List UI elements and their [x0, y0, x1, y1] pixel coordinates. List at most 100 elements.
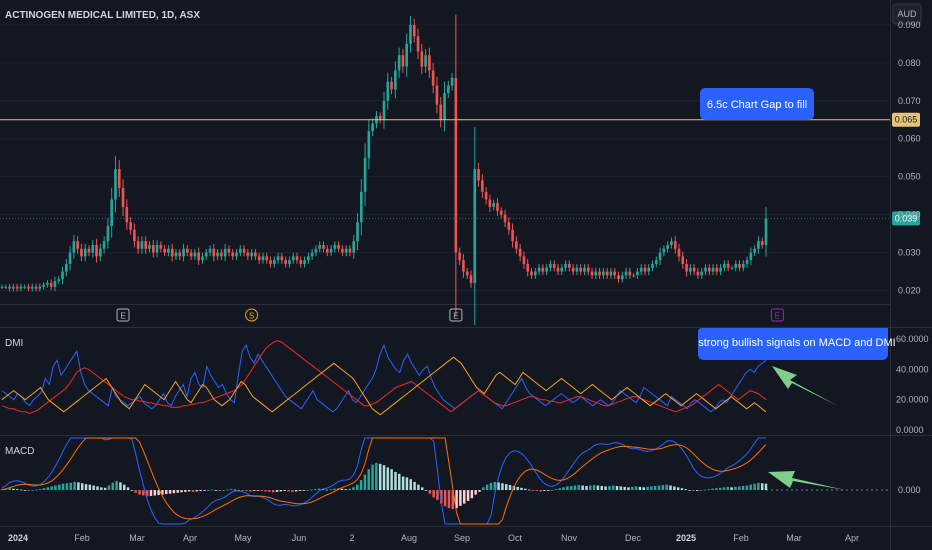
candle-body — [685, 263, 688, 272]
currency-button-label: AUD — [897, 9, 917, 19]
macd-histogram-bar — [730, 487, 733, 491]
macd-histogram-bar — [657, 485, 661, 491]
macd-histogram-bar — [524, 488, 527, 491]
macd-histogram-bar — [715, 488, 718, 491]
macd-histogram-bar — [443, 490, 447, 507]
candle-body — [462, 260, 465, 272]
macd-pane-label[interactable]: MACD — [5, 446, 34, 457]
split-event-icon[interactable] — [245, 308, 259, 322]
candle-body — [261, 256, 265, 261]
candle-body — [325, 248, 329, 253]
candle-body — [186, 248, 189, 253]
macd-histogram-bar — [283, 490, 286, 491]
candle-body — [416, 36, 420, 52]
event-letter: E — [453, 312, 458, 321]
earnings-event-icon[interactable] — [449, 308, 463, 322]
candle-body — [148, 244, 151, 249]
macd-histogram-bar — [508, 485, 512, 491]
macd-histogram-bar — [749, 484, 752, 491]
candle-body — [552, 263, 556, 268]
macd-histogram-bar — [482, 487, 485, 491]
time-tick-label: 2025 — [676, 533, 696, 543]
macd-histogram-bar — [589, 485, 592, 491]
annotation-bullish-signals[interactable]: strong bullish signals on MACD and DMI — [698, 328, 896, 360]
arrow-pointing-dmi[interactable] — [772, 366, 838, 406]
macd-histogram-bar — [489, 482, 493, 491]
candle-body — [390, 81, 393, 90]
macd-histogram-bar — [581, 485, 584, 491]
candle-body — [723, 263, 726, 268]
candle-body — [636, 271, 639, 276]
annotation-chart-gap[interactable]: 6.5c Chart Gap to fill — [700, 88, 814, 120]
macd-histogram-bar — [329, 489, 332, 491]
time-tick-label: Nov — [561, 533, 578, 543]
price-axis[interactable]: 0.090 0.080 0.070 0.060 0.050 0.040 0.030 0.020 — [898, 20, 921, 296]
candle-body — [257, 256, 261, 261]
candle-body — [371, 123, 374, 132]
macd-histogram-bar — [661, 485, 665, 491]
macd-histogram-bar — [539, 490, 542, 492]
currency-button[interactable]: AUD — [892, 3, 922, 25]
macd-histogram-bar — [417, 484, 420, 491]
event-letter: S — [249, 312, 254, 321]
macd-histogram-bar — [753, 483, 756, 491]
macd-histogram-bar — [722, 487, 726, 491]
earnings-event-icon[interactable] — [770, 308, 784, 322]
macd-histogram-bar — [531, 490, 535, 491]
candle-body — [503, 214, 507, 223]
macd-histogram-bar — [180, 490, 183, 493]
macd-histogram-bar — [58, 484, 61, 491]
dmi-series-line — [1, 356, 767, 416]
time-tick-label: May — [234, 533, 252, 543]
symbol-title[interactable]: ACTINOGEN MEDICAL LIMITED, 1D, ASX — [5, 10, 200, 21]
macd-histogram-bar — [688, 490, 691, 491]
macd-histogram-bar — [699, 490, 703, 491]
candle-body — [337, 244, 340, 249]
macd-histogram-bar — [222, 490, 225, 491]
candle-body — [329, 248, 333, 253]
candle-body — [673, 241, 677, 249]
candle-body — [465, 271, 469, 276]
candle-body — [492, 203, 496, 208]
macd-histogram-bar — [745, 485, 749, 491]
time-tick-label: Apr — [845, 533, 859, 543]
candle-body — [605, 271, 609, 276]
price-tick-label: 0.080 — [898, 58, 921, 68]
macd-histogram-bar — [96, 486, 99, 491]
dmi-axis[interactable]: 60.0000 40.0000 20.0000 0.0000 — [896, 334, 929, 435]
earnings-event-icon[interactable] — [116, 308, 130, 322]
candle-body — [299, 260, 303, 264]
macd-histogram-bar — [451, 490, 455, 510]
candle-body — [545, 267, 548, 272]
macd-histogram-bar — [673, 486, 676, 491]
macd-histogram-bar — [466, 490, 470, 501]
time-axis[interactable]: 2024 Feb Mar Apr May Jun 2 Aug Sep Oct Nov Dec 2025 F… — [8, 533, 859, 543]
candle-body — [227, 248, 231, 253]
macd-histogram-bar — [398, 473, 401, 491]
macd-histogram-bar — [138, 490, 141, 495]
candle-body — [144, 241, 148, 249]
macd-histogram-bar — [642, 487, 646, 491]
candle-body — [151, 244, 155, 253]
macd-histogram-bar — [501, 483, 504, 491]
dmi-pane-label[interactable]: DMI — [5, 338, 23, 349]
candle-body — [231, 252, 235, 257]
candle-body — [204, 252, 208, 257]
candle-body — [189, 252, 193, 257]
macd-histogram-bar — [352, 487, 355, 491]
candle-body — [609, 271, 613, 276]
macd-histogram-bar — [569, 485, 573, 491]
candle-body — [628, 271, 632, 276]
macd-histogram-bar — [535, 490, 539, 491]
macd-histogram-bar — [35, 489, 38, 491]
arrow-pointing-macd[interactable] — [768, 471, 845, 490]
macd-axis[interactable]: 0.000 — [898, 485, 921, 495]
candle-body — [242, 248, 246, 253]
macd-histogram-bar — [405, 477, 409, 491]
candle-body — [443, 93, 446, 120]
macd-histogram-bar — [249, 490, 252, 492]
candle-body — [125, 207, 129, 223]
macd-histogram-bar — [734, 486, 737, 491]
candle-body — [310, 252, 314, 257]
